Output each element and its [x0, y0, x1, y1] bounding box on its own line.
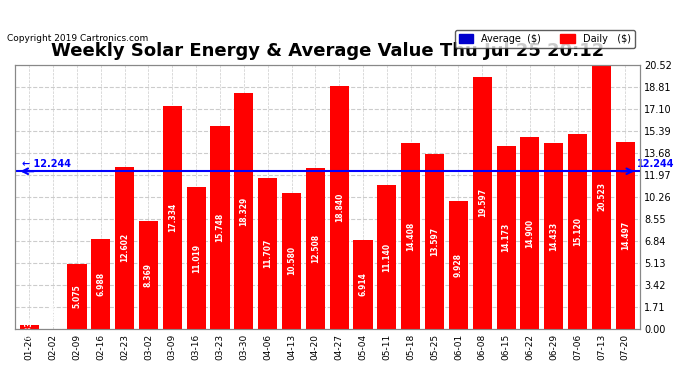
- Text: 12.244: 12.244: [637, 159, 675, 169]
- Text: 14.433: 14.433: [549, 221, 558, 251]
- Text: 14.900: 14.900: [525, 218, 534, 248]
- Bar: [520, 137, 540, 329]
- Bar: [68, 264, 86, 329]
- Text: 0.000: 0.000: [48, 301, 58, 325]
- Bar: [497, 146, 515, 329]
- Bar: [258, 178, 277, 329]
- Text: Copyright 2019 Cartronics.com: Copyright 2019 Cartronics.com: [7, 34, 148, 43]
- Text: 11.019: 11.019: [192, 243, 201, 273]
- Text: 14.497: 14.497: [621, 221, 630, 250]
- Bar: [115, 166, 134, 329]
- Bar: [592, 64, 611, 329]
- Text: 6.914: 6.914: [359, 273, 368, 296]
- Bar: [473, 76, 492, 329]
- Bar: [448, 201, 468, 329]
- Bar: [235, 93, 253, 329]
- Text: 5.075: 5.075: [72, 284, 81, 308]
- Text: 13.597: 13.597: [430, 227, 439, 256]
- Bar: [282, 193, 301, 329]
- Bar: [163, 106, 182, 329]
- Text: 8.369: 8.369: [144, 263, 153, 287]
- Bar: [186, 187, 206, 329]
- Title: Weekly Solar Energy & Average Value Thu Jul 25 20:12: Weekly Solar Energy & Average Value Thu …: [50, 42, 604, 60]
- Text: 0.332: 0.332: [25, 315, 34, 339]
- Text: 11.140: 11.140: [382, 243, 391, 272]
- Bar: [401, 143, 420, 329]
- Text: 18.329: 18.329: [239, 196, 248, 225]
- Text: 15.120: 15.120: [573, 217, 582, 246]
- Bar: [210, 126, 230, 329]
- Text: 6.988: 6.988: [97, 272, 106, 296]
- Text: 18.840: 18.840: [335, 193, 344, 222]
- Text: ← 12.244: ← 12.244: [22, 159, 71, 169]
- Text: 12.508: 12.508: [311, 234, 320, 263]
- Text: 9.928: 9.928: [454, 253, 463, 277]
- Bar: [91, 239, 110, 329]
- Bar: [139, 221, 158, 329]
- Text: 12.602: 12.602: [120, 233, 129, 262]
- Bar: [615, 142, 635, 329]
- Text: 15.748: 15.748: [215, 213, 224, 242]
- Text: 10.580: 10.580: [287, 246, 296, 275]
- Bar: [377, 186, 396, 329]
- Bar: [353, 240, 373, 329]
- Text: 19.597: 19.597: [477, 188, 486, 217]
- Text: 11.707: 11.707: [263, 239, 272, 268]
- Bar: [568, 134, 587, 329]
- Bar: [330, 86, 348, 329]
- Text: 20.523: 20.523: [597, 182, 606, 211]
- Bar: [20, 325, 39, 329]
- Bar: [425, 154, 444, 329]
- Text: 14.408: 14.408: [406, 222, 415, 251]
- Bar: [306, 168, 325, 329]
- Text: 17.334: 17.334: [168, 202, 177, 232]
- Bar: [544, 143, 563, 329]
- Text: 14.173: 14.173: [502, 223, 511, 252]
- Legend: Average  ($), Daily   ($): Average ($), Daily ($): [455, 30, 635, 48]
